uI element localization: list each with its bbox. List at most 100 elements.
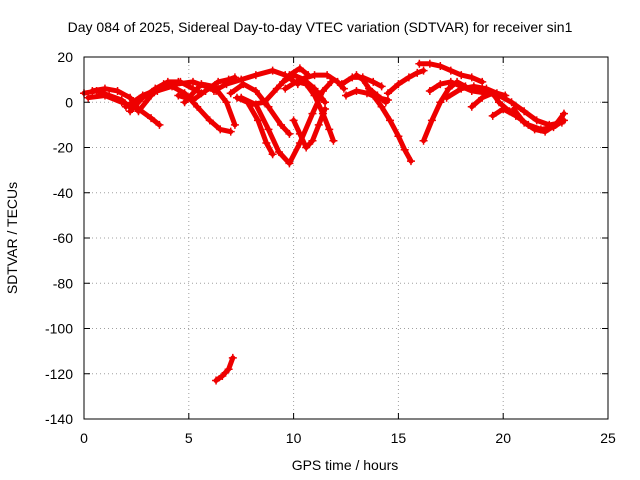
data-point — [467, 102, 476, 111]
data-point — [153, 86, 162, 95]
data-point — [419, 136, 428, 145]
data-point — [302, 80, 311, 89]
data-point — [377, 82, 386, 91]
data-point — [551, 120, 560, 129]
data-point — [281, 84, 290, 93]
data-point — [262, 138, 271, 147]
data-point — [193, 102, 202, 111]
series-line — [228, 81, 292, 137]
data-point — [310, 91, 319, 100]
data-point — [147, 114, 156, 123]
data-point — [404, 73, 413, 82]
data-point — [214, 77, 223, 86]
data-point — [174, 91, 183, 100]
data-point — [155, 120, 164, 129]
data-point — [226, 127, 235, 136]
y-tick-label: 20 — [57, 49, 73, 65]
series-sat-22 — [383, 66, 428, 98]
data-point — [295, 64, 304, 73]
data-point — [377, 102, 386, 111]
y-tick-label: -100 — [45, 321, 73, 337]
data-point — [362, 89, 371, 98]
data-point — [365, 84, 374, 93]
data-point — [188, 95, 197, 104]
data-point — [394, 80, 403, 89]
series-sat-29 — [488, 105, 568, 134]
data-point — [239, 80, 248, 89]
data-point — [268, 150, 277, 159]
data-point — [507, 98, 516, 107]
series-line — [385, 68, 427, 96]
data-point — [369, 77, 378, 86]
data-point — [126, 107, 135, 116]
data-point — [413, 68, 422, 77]
x-tick-label: 10 — [286, 430, 302, 446]
data-point — [268, 66, 277, 75]
data-point — [295, 129, 304, 138]
x-tick-label: 5 — [185, 430, 193, 446]
data-point — [222, 98, 231, 107]
data-point — [488, 111, 497, 120]
data-point — [247, 100, 256, 109]
y-tick-label: -140 — [45, 411, 73, 427]
series-sat-16 — [293, 77, 338, 145]
data-point — [386, 116, 395, 125]
series-sat-28 — [482, 89, 566, 129]
x-tick-label: 0 — [80, 430, 88, 446]
data-point — [329, 136, 338, 145]
data-point — [394, 132, 403, 141]
x-axis-label: GPS time / hours — [292, 457, 399, 473]
series-line — [370, 93, 414, 164]
data-point — [383, 89, 392, 98]
data-point — [467, 73, 476, 82]
data-point — [495, 98, 504, 107]
data-point — [499, 105, 508, 114]
data-point — [100, 91, 109, 100]
data-point — [333, 77, 342, 86]
data-point — [117, 98, 126, 107]
series-line — [511, 106, 567, 135]
data-point — [321, 105, 330, 114]
chart-title: Day 084 of 2025, Sidereal Day-to-day VTE… — [68, 19, 573, 35]
data-point — [230, 120, 239, 129]
data-point — [337, 80, 346, 89]
data-point — [509, 105, 518, 114]
data-point — [168, 82, 177, 91]
data-point — [559, 109, 568, 118]
series-line — [213, 355, 236, 383]
data-point — [226, 89, 235, 98]
data-point — [419, 66, 428, 75]
data-point — [289, 116, 298, 125]
series-sat-23 — [415, 59, 487, 86]
axis-ticks: 0 5 10 15 20 25 20 0 -20 -40 -60 -80 -100 -120 -140 — [45, 49, 616, 446]
data-point — [251, 71, 260, 80]
data-point — [541, 127, 550, 136]
data-point — [277, 120, 286, 129]
y-tick-label: -20 — [53, 140, 73, 156]
data-point — [274, 148, 283, 157]
data-point — [339, 84, 348, 93]
data-point — [264, 102, 273, 111]
data-point — [400, 145, 409, 154]
y-tick-label: -120 — [45, 366, 73, 382]
series-sat-20 — [352, 71, 390, 107]
data-point — [436, 98, 445, 107]
data-point — [436, 62, 445, 71]
data-point — [318, 86, 327, 95]
data-point — [293, 77, 302, 86]
data-point — [113, 86, 122, 95]
data-point — [289, 71, 298, 80]
data-point — [436, 80, 445, 89]
data-point — [237, 75, 246, 84]
data-point — [446, 66, 455, 75]
x-tick-label: 15 — [391, 430, 407, 446]
data-point — [314, 120, 323, 129]
data-point — [469, 82, 478, 91]
data-point — [352, 86, 361, 95]
data-point — [406, 157, 415, 166]
data-point — [478, 77, 487, 86]
data-point — [358, 75, 367, 84]
y-tick-label: -80 — [53, 275, 73, 291]
data-point — [216, 125, 225, 134]
series-sat-10 — [226, 80, 294, 138]
